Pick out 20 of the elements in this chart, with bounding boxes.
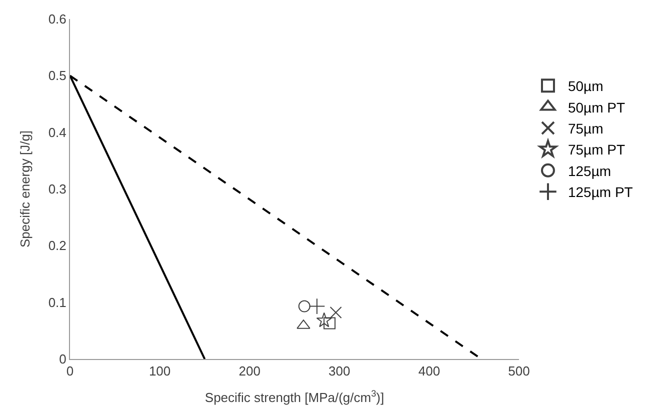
legend-label: 75µm PT [568, 142, 626, 158]
legend-label: 50µm PT [568, 99, 626, 116]
legend-label: 125µm [568, 162, 612, 179]
x-tick-label: 300 [328, 364, 350, 379]
x-axis-title: Specific strength [MPa/(g/cm$^{3}$)] [204, 388, 384, 406]
y-axis-title: Specific energy [J/g] [17, 130, 32, 248]
y-tick-label: 0.1 [48, 294, 66, 310]
y-tick-label: 0.5 [48, 68, 66, 84]
y-tick-label: 0.6 [48, 12, 66, 27]
legend-label: 50µm [568, 78, 604, 94]
legend-label: 125µm PT [568, 184, 634, 200]
legend-label: 75µm [568, 120, 604, 136]
y-tick-label: 0 [59, 352, 66, 367]
x-tick-label: 200 [238, 364, 260, 379]
y-tick-label: 0.3 [48, 182, 66, 197]
x-tick-label: 500 [508, 364, 530, 379]
y-tick-label: 0.2 [48, 238, 66, 254]
x-tick-label: 100 [148, 364, 171, 379]
y-tick-label: 0.4 [48, 124, 66, 140]
x-tick-label: 400 [418, 364, 440, 379]
